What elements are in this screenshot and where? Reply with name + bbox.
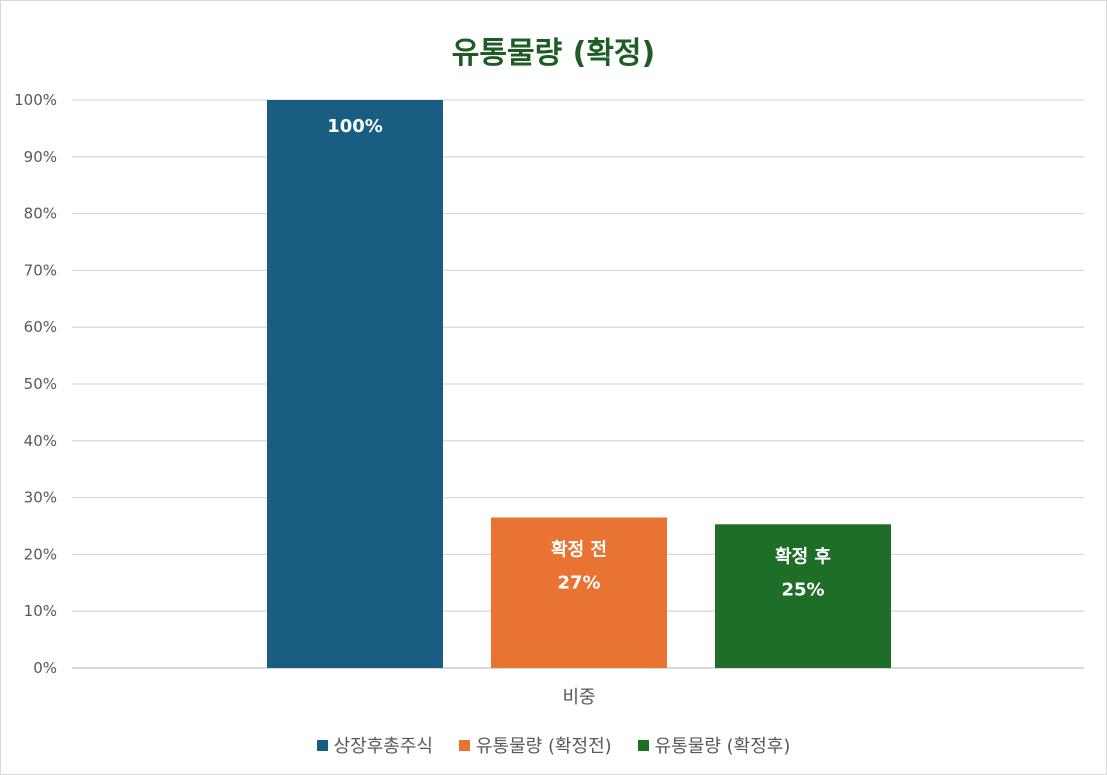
legend-item: 유통물량 (확정전) xyxy=(458,732,612,758)
data-label: 25% xyxy=(781,579,824,600)
bar xyxy=(491,517,667,668)
y-tick-label: 70% xyxy=(24,261,57,279)
data-label: 100% xyxy=(327,116,383,137)
legend: 상장후총주식 유통물량 (확정전) 유통물량 (확정후) xyxy=(0,732,1107,758)
y-tick-label: 20% xyxy=(24,545,57,563)
legend-swatch xyxy=(458,739,470,751)
data-label: 27% xyxy=(557,572,600,593)
legend-label: 상장후총주식 xyxy=(333,736,433,757)
y-tick-label: 40% xyxy=(24,432,57,450)
chart-title: 유통물량 (확정) xyxy=(451,36,656,71)
y-tick-label: 30% xyxy=(24,489,57,507)
data-label: 확정 전 xyxy=(551,539,607,560)
legend-item: 유통물량 (확정후) xyxy=(637,732,791,758)
y-tick-label: 0% xyxy=(33,659,57,677)
x-category-label: 비중 xyxy=(562,687,595,708)
data-label: 확정 후 xyxy=(775,546,831,567)
y-tick-label: 10% xyxy=(24,602,57,620)
bar xyxy=(715,524,891,668)
y-tick-label: 100% xyxy=(14,91,57,109)
y-tick-label: 80% xyxy=(24,205,57,223)
legend-swatch xyxy=(316,739,328,751)
legend-label: 유통물량 (확정후) xyxy=(654,736,791,757)
legend-swatch xyxy=(637,739,649,751)
y-tick-label: 90% xyxy=(24,148,57,166)
y-tick-label: 60% xyxy=(24,318,57,336)
y-tick-label: 50% xyxy=(24,375,57,393)
legend-label: 유통물량 (확정전) xyxy=(475,736,612,757)
bar xyxy=(267,100,443,668)
plot-area: 0% 10% 20% 30% 40% 50% 60% 70% 80% 90% 100% 100% 확정 … xyxy=(14,91,1084,708)
legend-item: 상장후총주식 xyxy=(316,732,433,758)
